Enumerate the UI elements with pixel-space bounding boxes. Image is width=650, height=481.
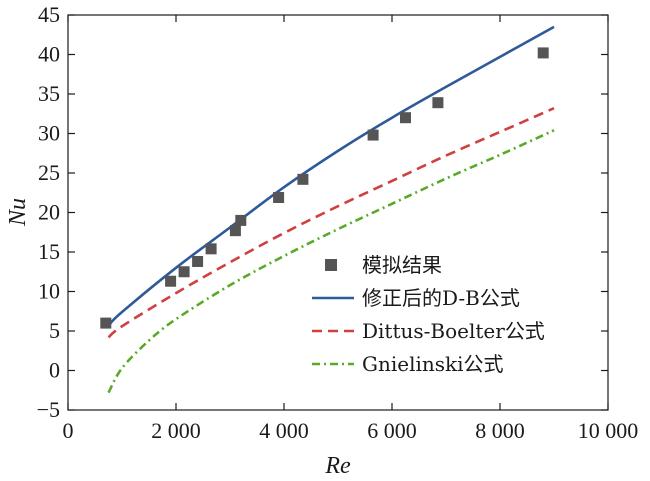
- y-tick-label: 40: [38, 42, 60, 67]
- y-tick-label: 25: [38, 160, 60, 185]
- data-point: [432, 97, 444, 109]
- plot-area: [100, 25, 555, 394]
- x-tick-label: 2 000: [151, 418, 201, 443]
- data-point: [229, 225, 241, 237]
- x-tick-label: 0: [63, 418, 74, 443]
- legend-label: 修正后的D-B公式: [362, 286, 520, 310]
- x-tick-label: 6 000: [367, 418, 417, 443]
- data-point: [400, 112, 411, 124]
- data-point: [205, 243, 217, 255]
- y-tick-label: 30: [38, 121, 60, 146]
- data-point: [165, 275, 177, 287]
- plot-frame: [67, 14, 609, 411]
- y-axis-title: Nu: [5, 198, 31, 227]
- y-tick-label: 45: [38, 2, 60, 27]
- y-axis: −5 0 5 10 15 20 25 30 35 40 45: [37, 2, 608, 422]
- data-point: [178, 266, 190, 278]
- legend-label: Dittus-Boelter公式: [362, 319, 545, 343]
- y-tick-label: 35: [38, 81, 60, 106]
- x-axis: 0 2 000 4 000 6 000 8 000 10 000: [63, 15, 639, 443]
- y-tick-label: 5: [49, 318, 60, 343]
- y-tick-label: 0: [49, 358, 60, 383]
- x-axis-title: Re: [324, 453, 351, 479]
- data-point: [273, 191, 285, 203]
- y-tick-label: 20: [38, 200, 60, 225]
- x-tick-label: 8 000: [475, 418, 525, 443]
- y-tick-label: 15: [38, 239, 60, 264]
- data-point: [235, 214, 247, 226]
- data-point: [537, 47, 549, 59]
- data-point: [297, 173, 309, 185]
- y-tick-label: 10: [38, 279, 60, 304]
- legend-label: 模拟结果: [362, 253, 442, 277]
- legend-marker: [325, 259, 337, 271]
- x-tick-label: 10 000: [578, 418, 639, 443]
- data-point: [367, 129, 379, 141]
- data-point: [192, 255, 204, 267]
- series-line-3: [107, 129, 555, 394]
- data-point: [100, 317, 112, 329]
- legend-label: Gnielinski公式: [362, 352, 504, 376]
- y-tick-label: −5: [37, 397, 60, 422]
- x-tick-label: 4 000: [259, 418, 309, 443]
